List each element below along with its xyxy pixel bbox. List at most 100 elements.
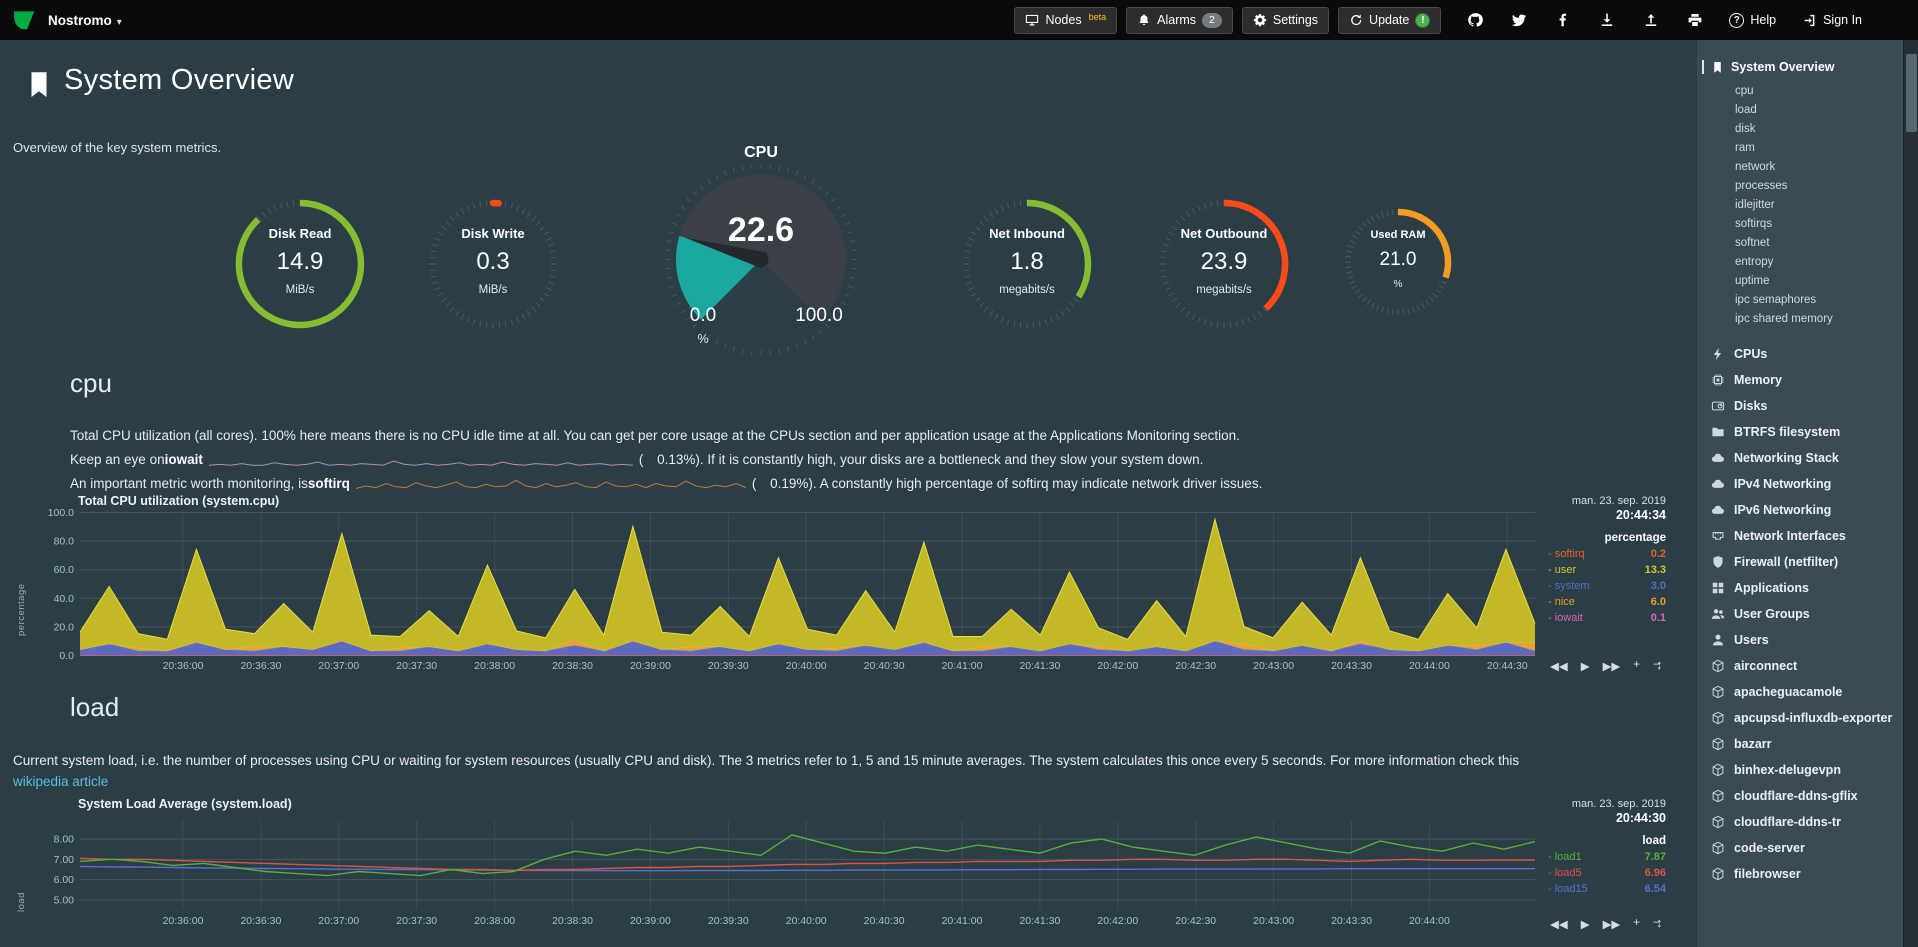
signin-button[interactable]: Sign In — [1802, 13, 1862, 28]
sidebar-subitem-disk[interactable]: disk — [1735, 123, 1756, 135]
sidebar-subitem-entropy[interactable]: entropy — [1735, 256, 1774, 268]
cpu-legend-entry-softirq[interactable]: - softirq 0.2 — [1548, 546, 1666, 562]
svg-text:20:38:30: 20:38:30 — [552, 660, 593, 672]
sidebar-subitem-softnet[interactable]: softnet — [1735, 237, 1770, 249]
cpu-chart-canvas[interactable]: 20:36:00 20:36:30 20:37:00 20:37:30 20:38:00… — [0, 508, 1545, 680]
sidebar-item-airconnect[interactable]: airconnect — [1711, 653, 1899, 679]
gauge-units: MiB/s — [285, 284, 315, 296]
sidebar-item-firewall-netfilter[interactable]: Firewall (netfilter) — [1711, 549, 1899, 575]
gauge-disk-read[interactable]: Disk Read 14.9 MiB/s — [232, 196, 368, 332]
update-button[interactable]: Update ! — [1338, 6, 1442, 34]
load-chart-canvas[interactable]: 20:36:00 20:36:30 20:37:00 20:37:30 20:38:00… — [0, 815, 1545, 937]
zoom-out-button[interactable]: − — [1652, 659, 1660, 671]
cpu-description-iowait: Keep an eye on iowait (0.13%). If it is c… — [70, 450, 1203, 470]
monitor-icon — [1025, 13, 1039, 27]
sidebar-item-disks[interactable]: Disks — [1711, 393, 1899, 419]
gauge-disk-write[interactable]: Disk Write 0.3 MiB/s — [425, 196, 561, 332]
load-legend-entry-load15[interactable]: - load15 6.54 — [1548, 881, 1666, 897]
sidebar-item-cloudflare-ddns-tr[interactable]: cloudflare-ddns-tr — [1711, 809, 1899, 835]
play-button[interactable]: ▶ — [1580, 661, 1590, 673]
svg-text:20:37:30: 20:37:30 — [396, 915, 437, 927]
download-icon[interactable] — [1599, 12, 1615, 28]
settings-button[interactable]: Settings — [1241, 6, 1330, 34]
sidebar-item-binhex-delugevpn[interactable]: binhex-delugevpn — [1711, 757, 1899, 783]
gauge-cpu[interactable]: 22.6 0.0 100.0% — [641, 163, 881, 415]
pan-forward-button[interactable]: ▶▶ — [1602, 919, 1621, 931]
signin-label: Sign In — [1823, 13, 1862, 27]
sidebar-item-apcupsd-influxdb-exporter[interactable]: apcupsd-influxdb-exporter — [1711, 705, 1899, 731]
zoom-out-button[interactable]: − — [1652, 917, 1660, 929]
sidebar-subitem-network[interactable]: network — [1735, 161, 1776, 173]
sidebar-item-bazarr[interactable]: bazarr — [1711, 731, 1899, 757]
facebook-icon[interactable] — [1555, 12, 1571, 28]
sidebar-item-ipv6-networking[interactable]: IPv6 Networking — [1711, 497, 1899, 523]
zoom-in-button[interactable]: + — [1633, 659, 1640, 671]
sidebar-item-system-overview[interactable]: System Overview — [1702, 60, 1899, 74]
upload-icon[interactable] — [1643, 12, 1659, 28]
help-button[interactable]: ? Help — [1729, 12, 1776, 28]
load-legend-entry-load5[interactable]: - load5 6.96 — [1548, 865, 1666, 881]
sidebar-item-apacheguacamole[interactable]: apacheguacamole — [1711, 679, 1899, 705]
cpu-legend-entry-user[interactable]: - user 13.3 — [1548, 562, 1666, 578]
paren-open: ( — [751, 476, 757, 491]
twitter-icon[interactable] — [1511, 12, 1527, 28]
alarms-button[interactable]: Alarms 2 — [1126, 6, 1233, 34]
netdata-logo[interactable] — [12, 7, 38, 33]
sidebar-subitem-softirqs[interactable]: softirqs — [1735, 218, 1773, 230]
cpu-legend-entry-nice[interactable]: - nice 6.0 — [1548, 594, 1666, 610]
gauge-used-ram[interactable]: Used RAM 21.0% — [1341, 205, 1455, 319]
nodes-button[interactable]: Nodes beta — [1014, 6, 1118, 34]
sidebar-item-btrfs-filesystem[interactable]: BTRFS filesystem — [1711, 419, 1899, 445]
cpu-legend-entry-system[interactable]: - system 3.0 — [1548, 578, 1666, 594]
sidebar-item-label: IPv4 Networking — [1734, 476, 1832, 491]
sidebar-subitem-ram[interactable]: ram — [1735, 142, 1755, 154]
sidebar-subitem-cpu[interactable]: cpu — [1735, 85, 1754, 97]
sidebar-item-label: bazarr — [1734, 736, 1772, 751]
sidebar-subitem-uptime[interactable]: uptime — [1735, 275, 1770, 287]
sidebar-item-cpus[interactable]: CPUs — [1711, 341, 1899, 367]
sidebar-item-applications[interactable]: Applications — [1711, 575, 1899, 601]
load-legend-entry-load1[interactable]: - load1 7.87 — [1548, 849, 1666, 865]
sidebar: System Overview cpu load disk ram network pro… — [1697, 40, 1903, 947]
sidebar-item-memory[interactable]: Memory — [1711, 367, 1899, 393]
sidebar-subitem-ipc-semaphores[interactable]: ipc semaphores — [1735, 294, 1817, 306]
sidebar-item-networking-stack[interactable]: Networking Stack — [1711, 445, 1899, 471]
gauge-net-inbound[interactable]: Net Inbound 1.8 megabits/s — [959, 196, 1095, 332]
pan-backward-button[interactable]: ◀◀ — [1550, 661, 1568, 673]
sidebar-subitem-ipc-shared-memory[interactable]: ipc shared memory — [1735, 313, 1833, 325]
cpu-chart-resize-handle[interactable]: ↕ — [1656, 657, 1663, 672]
sidebar-subitem-idlejitter[interactable]: idlejitter — [1735, 199, 1775, 211]
svg-text:0.0: 0.0 — [690, 305, 716, 326]
load-chart-resize-handle[interactable]: ↕ — [1656, 915, 1663, 930]
legend-value: 6.54 — [1644, 883, 1666, 895]
beta-badge: beta — [1088, 11, 1107, 22]
sidebar-item-users[interactable]: Users — [1711, 627, 1899, 653]
node-name-dropdown[interactable]: Nostromo ▾ — [48, 13, 122, 28]
gauge-value: 23.9 — [1200, 248, 1248, 275]
github-icon[interactable] — [1467, 12, 1483, 28]
sidebar-item-ipv4-networking[interactable]: IPv4 Networking — [1711, 471, 1899, 497]
sidebar-subitem-processes[interactable]: processes — [1735, 180, 1788, 192]
cpu-chart-legend: man. 23. sep. 2019 20:44:34 percentage -… — [1548, 495, 1666, 626]
scrollbar-thumb[interactable] — [1906, 54, 1917, 132]
sidebar-item-code-server[interactable]: code-server — [1711, 835, 1899, 861]
sidebar-item-label: Networking Stack — [1734, 450, 1839, 465]
sidebar-item-filebrowser[interactable]: filebrowser — [1711, 861, 1899, 887]
pan-forward-button[interactable]: ▶▶ — [1602, 661, 1621, 673]
sidebar-item-cloudflare-ddns-gflix[interactable]: cloudflare-ddns-gflix — [1711, 783, 1899, 809]
zoom-in-button[interactable]: + — [1633, 917, 1640, 929]
cpu-legend-entry-iowait[interactable]: - iowait 0.1 — [1548, 610, 1666, 626]
sidebar-item-label: binhex-delugevpn — [1734, 762, 1841, 777]
svg-text:20:43:00: 20:43:00 — [1253, 915, 1294, 927]
wikipedia-link[interactable]: wikipedia article — [13, 774, 109, 789]
gauge-net-outbound[interactable]: Net Outbound 23.9 megabits/s — [1156, 196, 1292, 332]
play-button[interactable]: ▶ — [1580, 919, 1590, 931]
svg-text:20:40:30: 20:40:30 — [864, 915, 905, 927]
sidebar-item-network-interfaces[interactable]: Network Interfaces — [1711, 523, 1899, 549]
pan-backward-button[interactable]: ◀◀ — [1550, 919, 1568, 931]
page-scrollbar[interactable] — [1903, 40, 1918, 947]
sidebar-item-user-groups[interactable]: User Groups — [1711, 601, 1899, 627]
print-icon[interactable] — [1687, 12, 1703, 28]
sidebar-subitem-load[interactable]: load — [1735, 104, 1757, 116]
svg-text:20:38:00: 20:38:00 — [474, 660, 515, 672]
